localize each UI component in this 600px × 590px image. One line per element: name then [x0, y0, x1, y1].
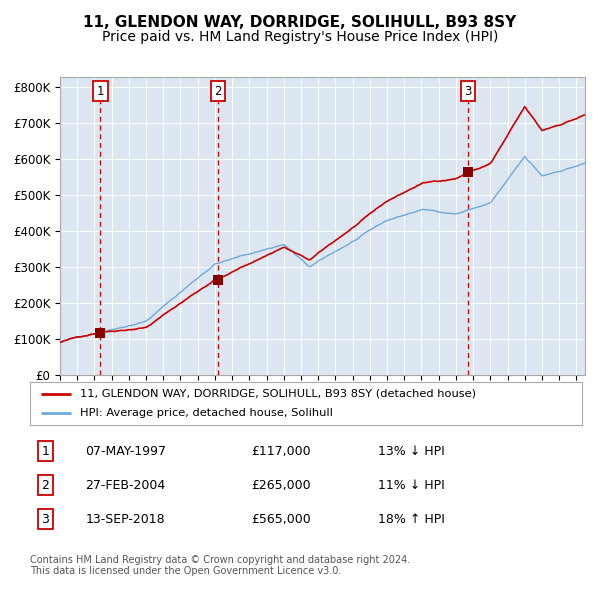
Text: HPI: Average price, detached house, Solihull: HPI: Average price, detached house, Soli…	[80, 408, 332, 418]
Text: 27-FEB-2004: 27-FEB-2004	[85, 479, 166, 492]
Text: Contains HM Land Registry data © Crown copyright and database right 2024.
This d: Contains HM Land Registry data © Crown c…	[30, 555, 410, 576]
Text: 13-SEP-2018: 13-SEP-2018	[85, 513, 165, 526]
Text: 2: 2	[41, 479, 49, 492]
Text: 07-MAY-1997: 07-MAY-1997	[85, 445, 166, 458]
Text: Price paid vs. HM Land Registry's House Price Index (HPI): Price paid vs. HM Land Registry's House …	[102, 30, 498, 44]
Text: 11, GLENDON WAY, DORRIDGE, SOLIHULL, B93 8SY (detached house): 11, GLENDON WAY, DORRIDGE, SOLIHULL, B93…	[80, 389, 476, 399]
Text: 18% ↑ HPI: 18% ↑ HPI	[378, 513, 445, 526]
Text: 3: 3	[41, 513, 49, 526]
Text: 1: 1	[41, 445, 49, 458]
Text: 3: 3	[464, 84, 472, 97]
Text: £265,000: £265,000	[251, 479, 310, 492]
Text: 11, GLENDON WAY, DORRIDGE, SOLIHULL, B93 8SY: 11, GLENDON WAY, DORRIDGE, SOLIHULL, B93…	[83, 15, 517, 30]
Text: £565,000: £565,000	[251, 513, 311, 526]
Text: £117,000: £117,000	[251, 445, 310, 458]
Text: 1: 1	[97, 84, 104, 97]
Text: 13% ↓ HPI: 13% ↓ HPI	[378, 445, 445, 458]
Text: 11% ↓ HPI: 11% ↓ HPI	[378, 479, 445, 492]
Text: 2: 2	[214, 84, 221, 97]
